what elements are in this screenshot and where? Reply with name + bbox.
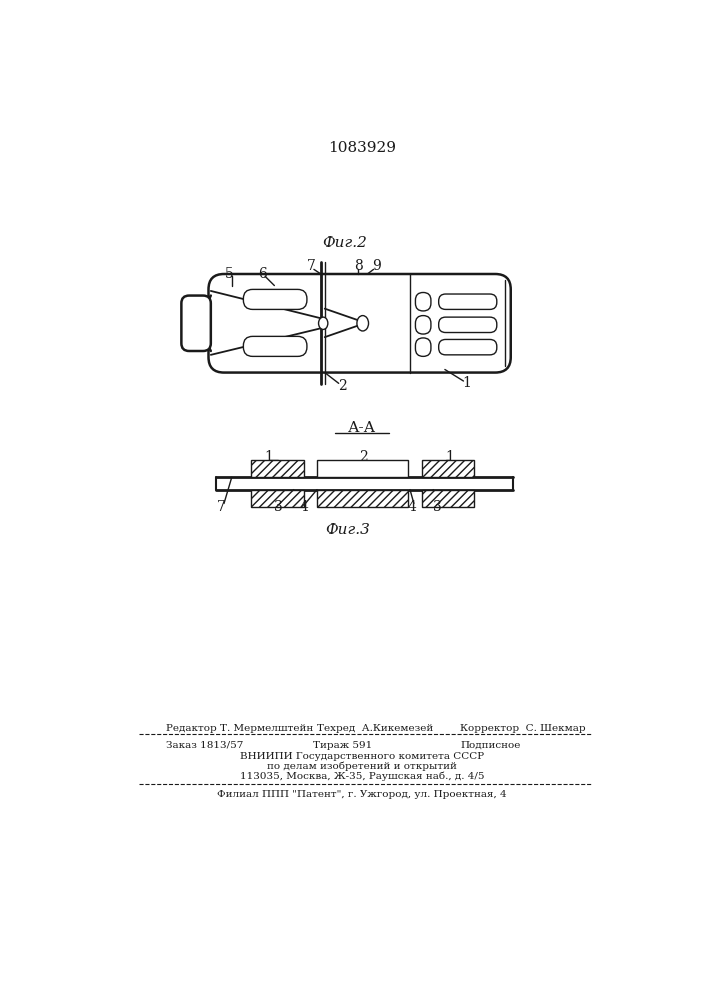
Bar (251, 490, 304, 507)
Bar (421, 490, 474, 507)
Text: Подписное: Подписное (460, 741, 521, 750)
Text: ВНИИПИ Государственного комитета СССР: ВНИИПИ Государственного комитета СССР (240, 752, 484, 761)
Text: 113035, Москва, Ж-35, Раушская наб., д. 4/5: 113035, Москва, Ж-35, Раушская наб., д. … (240, 771, 484, 781)
Text: Фиг.2: Фиг.2 (322, 236, 366, 250)
Bar (421, 460, 474, 477)
FancyBboxPatch shape (438, 317, 497, 333)
Text: 2: 2 (338, 379, 347, 393)
FancyBboxPatch shape (416, 316, 431, 334)
Text: 5: 5 (225, 267, 234, 281)
Text: Редактор Т. Мермелштейн: Редактор Т. Мермелштейн (166, 724, 313, 733)
Text: 9: 9 (373, 259, 381, 273)
FancyBboxPatch shape (416, 338, 431, 356)
Text: по делам изобретений и открытий: по делам изобретений и открытий (267, 761, 457, 771)
Text: Тираж 591: Тираж 591 (313, 741, 373, 750)
Text: 1: 1 (264, 450, 274, 464)
Ellipse shape (357, 316, 368, 331)
Text: Филиал ППП "Патент", г. Ужгород, ул. Проектная, 4: Филиал ППП "Патент", г. Ужгород, ул. Про… (217, 790, 507, 799)
Text: 2: 2 (359, 450, 368, 464)
Text: А-А: А-А (348, 421, 376, 435)
Text: 1083929: 1083929 (328, 141, 396, 155)
FancyBboxPatch shape (438, 294, 497, 309)
Text: 4: 4 (299, 500, 308, 514)
FancyBboxPatch shape (416, 292, 431, 311)
FancyBboxPatch shape (438, 339, 497, 355)
Text: Корректор  С. Шекмар: Корректор С. Шекмар (460, 724, 586, 733)
FancyBboxPatch shape (182, 296, 211, 351)
Text: 6: 6 (258, 267, 267, 281)
FancyBboxPatch shape (243, 336, 307, 356)
Text: Фиг.3: Фиг.3 (325, 523, 370, 537)
Bar (317, 490, 409, 507)
Ellipse shape (319, 317, 328, 329)
Text: 3: 3 (274, 500, 283, 514)
Text: Заказ 1813/57: Заказ 1813/57 (166, 741, 243, 750)
Text: 7: 7 (307, 259, 316, 273)
Text: 8: 8 (354, 259, 363, 273)
Bar (251, 460, 304, 477)
Text: 7: 7 (217, 500, 226, 514)
FancyBboxPatch shape (209, 274, 510, 373)
Text: 1: 1 (462, 376, 471, 390)
FancyBboxPatch shape (243, 289, 307, 309)
Text: 4: 4 (408, 500, 416, 514)
Text: Техред  А.Кикемезей: Техред А.Кикемезей (317, 724, 433, 733)
Bar (317, 460, 409, 477)
Text: 3: 3 (433, 500, 441, 514)
Text: 1: 1 (445, 450, 454, 464)
